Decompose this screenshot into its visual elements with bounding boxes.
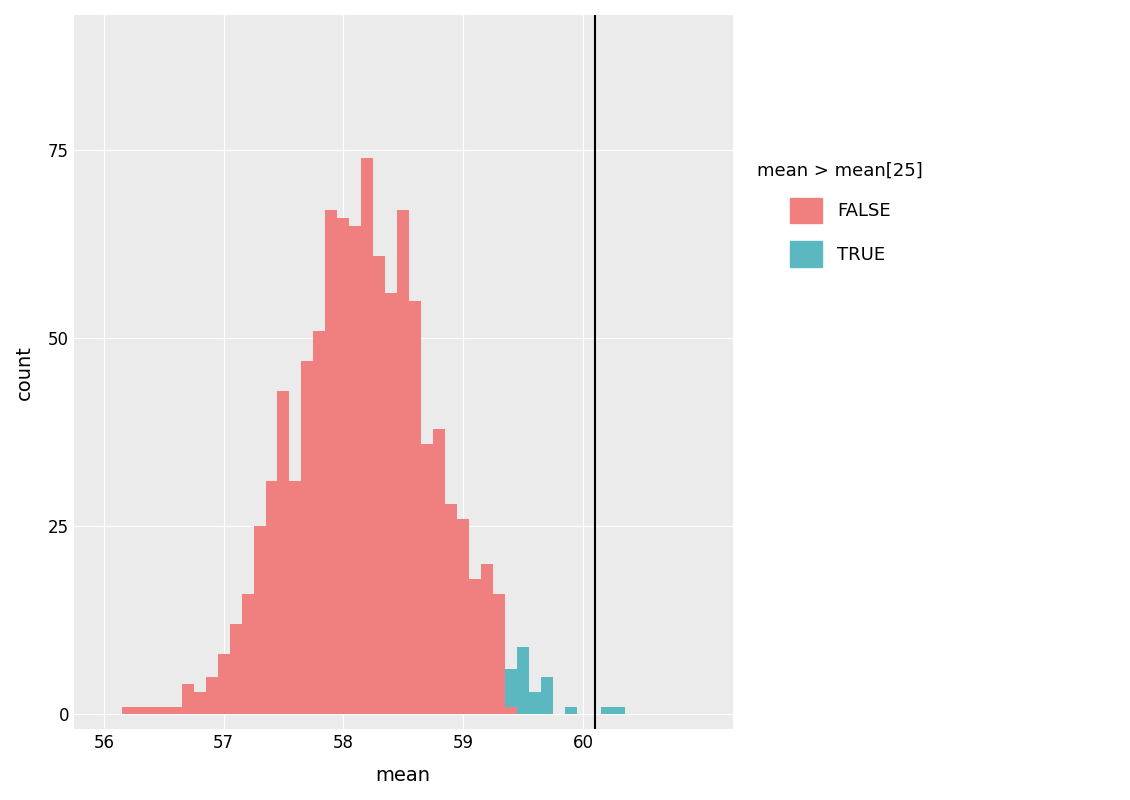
Bar [458,518,469,714]
Y-axis label: count: count [15,345,34,399]
Bar [445,504,458,714]
Bar [146,706,158,714]
Bar [505,706,518,714]
Bar [170,706,182,714]
Bar [133,706,146,714]
Bar [325,210,338,714]
Bar [122,706,133,714]
Bar [505,669,518,706]
Bar [193,692,206,714]
Bar [601,706,612,714]
Bar [158,706,170,714]
Bar [493,594,505,714]
Bar [338,218,349,714]
Bar [373,255,385,714]
Bar [206,677,218,714]
Bar [278,391,289,714]
Bar [218,654,229,714]
Bar [433,429,445,714]
Bar [385,293,398,714]
Bar [302,361,313,714]
Bar [421,443,433,714]
Bar [313,330,325,714]
Bar [362,158,373,714]
Bar [182,684,193,714]
Legend: FALSE, TRUE: FALSE, TRUE [748,153,932,276]
X-axis label: mean: mean [376,766,431,785]
Bar [253,526,266,714]
Bar [529,692,541,714]
Bar [565,706,577,714]
Bar [349,226,362,714]
Bar [612,706,625,714]
Bar [398,210,409,714]
Bar [242,594,253,714]
Bar [469,579,481,714]
Bar [409,301,421,714]
Bar [266,481,278,714]
Bar [541,677,553,714]
Bar [518,646,529,714]
Bar [289,481,302,714]
Bar [229,624,242,714]
Bar [481,564,493,714]
